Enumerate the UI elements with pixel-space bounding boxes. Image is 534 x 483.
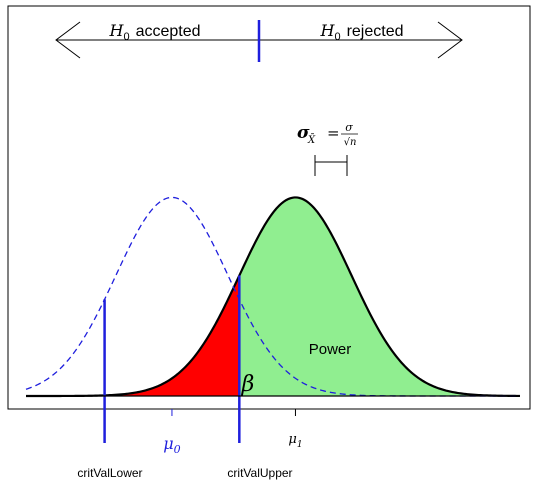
h1-curve xyxy=(26,196,520,398)
beta-region-label: β xyxy=(241,372,255,397)
svg-text:σ: σ xyxy=(345,121,353,134)
h0-accepted-label: H0 accepted xyxy=(108,21,200,43)
sigma-formula: σ X̄ = σ √n xyxy=(297,121,358,148)
crit-val-lower-label: critValLower xyxy=(77,466,142,480)
power-region-label: Power xyxy=(309,341,352,358)
svg-text:√n: √n xyxy=(344,137,357,148)
svg-text:σ: σ xyxy=(297,123,310,143)
svg-text:=: = xyxy=(327,124,340,142)
beta-region xyxy=(104,275,240,396)
plot-frame xyxy=(7,5,531,410)
h0-curve xyxy=(25,196,520,397)
h0-rejected-label: H0 rejected xyxy=(320,21,404,43)
power-region xyxy=(239,197,520,396)
svg-text:X̄: X̄ xyxy=(307,134,316,146)
mu1-tick-label: μ1 xyxy=(288,432,302,450)
mu0-tick-label: μ0 xyxy=(163,434,180,456)
sigma-bracket xyxy=(314,155,348,176)
crit-val-upper-label: critValUpper xyxy=(227,466,292,480)
